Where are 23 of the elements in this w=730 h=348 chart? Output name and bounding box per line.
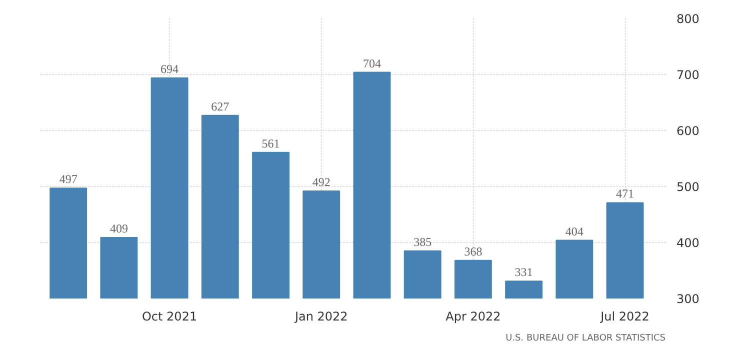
y-tick-label: 300: [676, 292, 700, 306]
data-label: 404: [565, 224, 584, 238]
y-tick-label: 700: [676, 68, 700, 82]
data-label: 471: [616, 186, 634, 201]
x-tick-label: Jul 2022: [600, 310, 650, 324]
data-label: 331: [514, 265, 533, 280]
x-tick-label: Jan 2022: [294, 310, 348, 324]
text: U.S. BUREAU OF LABOR STATISTICS: [506, 334, 666, 344]
x-tick-label: Apr 2022: [446, 310, 501, 324]
data-label: 385: [414, 234, 432, 249]
data-label: 497: [59, 172, 78, 186]
y-tick-label: 500: [676, 180, 700, 194]
data-label: 704: [362, 56, 381, 70]
y-tick-label: 800: [676, 12, 700, 26]
data-label: 368: [464, 244, 482, 258]
y-tick-label: 600: [676, 124, 700, 138]
data-label: 409: [110, 221, 128, 236]
y-tick-label: 400: [676, 236, 700, 250]
data-label: 627: [211, 99, 230, 114]
x-tick-label: Oct 2021: [142, 310, 198, 324]
data-label: 561: [262, 136, 280, 150]
data-label: 694: [160, 62, 179, 76]
data-label: 492: [312, 174, 330, 189]
